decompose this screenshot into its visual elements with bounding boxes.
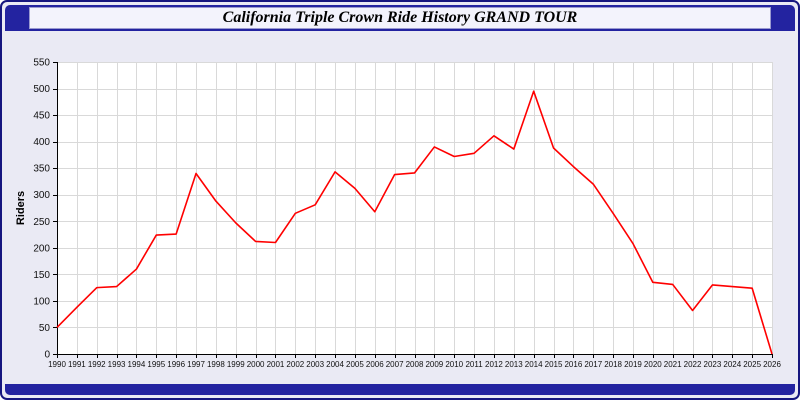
svg-text:550: 550	[33, 58, 50, 69]
svg-text:2004: 2004	[326, 360, 344, 369]
svg-text:2014: 2014	[525, 360, 543, 369]
svg-text:500: 500	[33, 84, 50, 95]
svg-text:250: 250	[33, 217, 50, 228]
svg-text:2015: 2015	[545, 360, 563, 369]
svg-text:450: 450	[33, 111, 50, 122]
svg-text:350: 350	[33, 164, 50, 175]
axes	[53, 62, 773, 358]
svg-text:2003: 2003	[306, 360, 324, 369]
svg-text:2008: 2008	[406, 360, 424, 369]
svg-text:2011: 2011	[465, 360, 483, 369]
svg-text:2025: 2025	[743, 360, 761, 369]
svg-text:1992: 1992	[88, 360, 106, 369]
y-tick-labels: 0 50 100 150 200 250 300 350 400 450 500 550	[33, 58, 50, 361]
svg-text:2024: 2024	[723, 360, 741, 369]
svg-text:2020: 2020	[644, 360, 662, 369]
svg-text:150: 150	[33, 270, 50, 281]
svg-text:2012: 2012	[485, 360, 503, 369]
svg-text:2022: 2022	[684, 360, 702, 369]
svg-text:2016: 2016	[564, 360, 582, 369]
bottom-bar	[5, 384, 795, 395]
title-bar: California Triple Crown Ride History GRA…	[5, 5, 795, 31]
svg-text:200: 200	[33, 243, 50, 254]
grid-lines	[57, 62, 773, 354]
svg-text:1996: 1996	[167, 360, 185, 369]
svg-text:100: 100	[33, 296, 50, 307]
svg-text:2002: 2002	[286, 360, 304, 369]
svg-text:1998: 1998	[207, 360, 225, 369]
svg-text:2013: 2013	[505, 360, 523, 369]
svg-text:2010: 2010	[445, 360, 463, 369]
series-riders-line	[56, 90, 773, 355]
svg-text:400: 400	[33, 137, 50, 148]
svg-text:2001: 2001	[267, 360, 285, 369]
svg-text:2007: 2007	[386, 360, 404, 369]
svg-text:0: 0	[44, 350, 50, 361]
svg-text:2017: 2017	[584, 360, 602, 369]
svg-text:2005: 2005	[346, 360, 364, 369]
svg-text:1999: 1999	[227, 360, 245, 369]
svg-text:2023: 2023	[704, 360, 722, 369]
svg-text:1994: 1994	[128, 360, 146, 369]
svg-text:1991: 1991	[68, 360, 86, 369]
svg-text:2018: 2018	[604, 360, 622, 369]
svg-text:2000: 2000	[247, 360, 265, 369]
svg-text:1990: 1990	[48, 360, 66, 369]
x-tick-labels: 1990 1991 1992 1993 1994 1995 1996 1997 1998 1999…	[48, 360, 781, 369]
svg-text:2021: 2021	[664, 360, 682, 369]
svg-text:1993: 1993	[108, 360, 126, 369]
chart-title-box: California Triple Crown Ride History GRA…	[29, 7, 771, 29]
chart-title: California Triple Crown Ride History GRA…	[222, 9, 578, 26]
svg-text:1997: 1997	[187, 360, 205, 369]
plot-area	[57, 62, 772, 354]
svg-text:2009: 2009	[425, 360, 443, 369]
svg-text:2019: 2019	[624, 360, 642, 369]
svg-text:50: 50	[39, 323, 51, 334]
svg-text:1995: 1995	[147, 360, 165, 369]
svg-text:300: 300	[33, 190, 50, 201]
svg-text:2006: 2006	[366, 360, 384, 369]
svg-text:2026: 2026	[763, 360, 781, 369]
y-axis-label: Riders	[15, 191, 27, 225]
